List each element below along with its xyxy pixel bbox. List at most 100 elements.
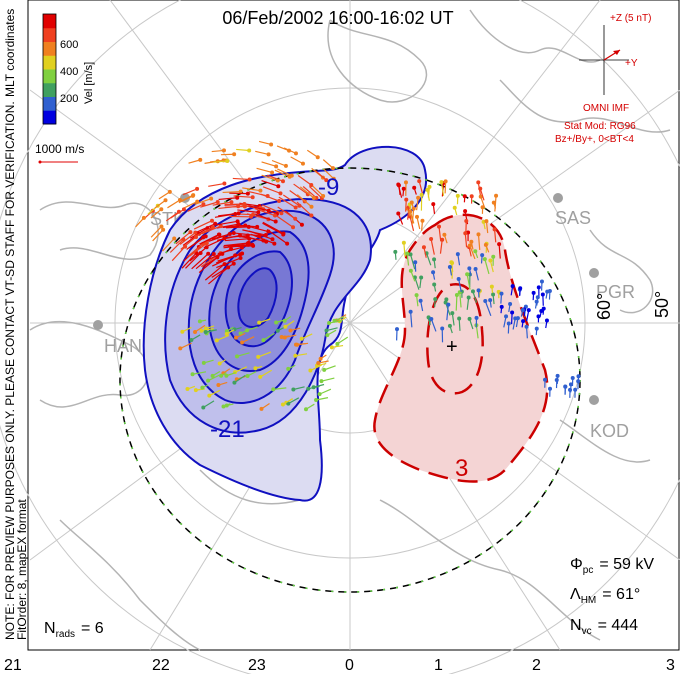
velocity-vector-origin [239,245,244,250]
velocity-vector [208,182,225,187]
velocity-vector-origin [455,193,460,198]
velocity-vector [200,201,218,208]
velocity-vector-origin [216,232,221,237]
velocity-vector [181,252,197,269]
velocity-vector [458,318,461,331]
velocity-vector-origin [432,257,437,262]
velocity-vector-origin [297,203,302,208]
velocity-vector-origin [544,318,549,323]
hm-boundary-vectors [119,167,581,593]
velocity-vector-origin [258,374,263,379]
velocity-vector-origin [280,402,285,407]
station-label-kod: KOD [590,421,629,441]
velocity-vector-origin [177,198,182,203]
velocity-vector [167,199,181,209]
map-title: 06/Feb/2002 16:00-16:02 UT [222,8,453,28]
mlt-label-23: 23 [248,657,266,674]
velocity-vector-origin [413,260,418,265]
velocity-vector-origin [159,207,164,212]
velocity-vector-origin [273,219,278,224]
velocity-vector-origin [225,158,230,163]
velocity-vector [169,239,184,253]
velocity-vector [406,253,410,266]
velocity-vector-origin [520,307,525,312]
velocity-vector-origin [447,265,452,270]
station-marker-sas [553,193,563,203]
velocity-vector [194,226,214,238]
velocity-vector-origin [466,295,471,300]
velocity-vector-origin [325,333,330,338]
velocity-vector [266,174,284,182]
velocity-vector [224,205,245,208]
velocity-vector-origin [299,336,304,341]
velocity-vector [254,207,276,217]
velocity-vector-origin [250,242,255,247]
radar-count: Nrads = 6 [44,620,104,640]
velocity-vector-origin [224,329,229,334]
velocity-vector-origin [393,249,398,254]
velocity-vector-origin [224,373,229,378]
velocity-vector [196,223,216,233]
velocity-vector-origin [497,242,502,247]
station-marker-pgr [589,268,599,278]
velocity-vector [469,245,476,260]
velocity-vector-origin [207,393,212,398]
velocity-vector-origin [287,148,292,153]
velocity-vector-origin [172,236,177,241]
velocity-vector [403,242,406,257]
colorbar-tick-200: 200 [60,93,78,105]
velocity-vector [261,161,277,167]
velocity-vector [256,167,273,174]
velocity-vector [290,156,304,165]
velocity-vector-origin [163,198,168,203]
velocity-vector-origin [250,195,255,200]
velocity-vector-origin [246,242,251,247]
velocity-vector [464,233,468,248]
velocity-vector-origin [409,200,414,205]
velocity-vector-origin [335,341,340,346]
velocity-vector-origin [443,179,448,184]
velocity-vector-origin [222,181,227,186]
velocity-vector-origin [506,321,511,326]
velocity-vector-origin [396,183,401,188]
velocity-vector-origin [216,383,221,388]
velocity-vector-origin [521,319,526,324]
velocity-vector-origin [201,405,206,410]
velocity-vector-origin [190,193,195,198]
velocity-vector-origin [454,292,459,297]
velocity-vector-origin [238,189,243,194]
velocity-vector-origin [203,234,208,239]
velocity-vector-origin [300,161,305,166]
velocity-vector [263,332,275,341]
velocity-vector [192,371,207,375]
velocity-vector-origin [576,374,581,379]
velocity-vector [446,304,449,321]
velocity-vector [276,145,290,152]
velocity-vector-origin [316,361,321,366]
latitude-label-50: 50° [652,291,672,318]
velocity-vector-origin [318,356,323,361]
velocity-vector [407,207,410,220]
velocity-vector [189,242,208,257]
velocity-vector [315,397,329,401]
velocity-vector [195,253,215,270]
velocity-vector-origin [303,407,308,412]
velocity-vector-origin [473,249,478,254]
velocity-vector [207,374,220,382]
velocity-vector-origin [432,282,437,287]
station-marker-kod [589,395,599,405]
velocity-vector-origin [469,239,474,244]
velocity-vector-origin [198,157,203,162]
velocity-vector [208,248,232,260]
velocity-vector-origin [563,384,568,389]
velocity-vector-origin [200,385,205,390]
velocity-vector [416,197,419,211]
velocity-vector-origin [401,186,406,191]
velocity-vector-origin [238,331,243,336]
velocity-vector-origin [405,251,410,256]
velocity-vector-origin [293,151,298,156]
velocity-vector-origin [554,378,559,383]
velocity-vector [416,216,421,230]
velocity-vector [236,352,250,357]
